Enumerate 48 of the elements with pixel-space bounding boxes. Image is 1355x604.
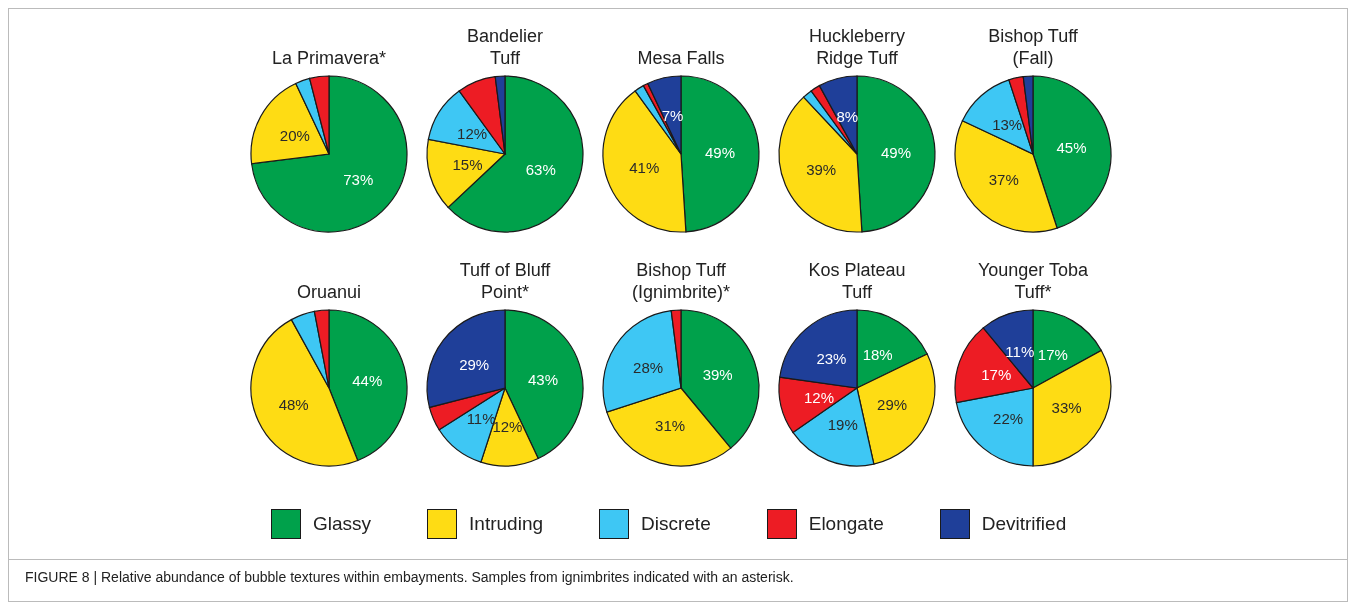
data-label: 41% xyxy=(629,158,660,176)
chart-title: La Primavera* xyxy=(271,47,387,69)
data-label: 29% xyxy=(877,396,908,414)
legend-label: Elongate xyxy=(808,513,884,535)
data-label: 15% xyxy=(452,156,483,174)
data-label: 39% xyxy=(806,160,837,178)
data-label: 28% xyxy=(633,358,664,376)
data-label: 11% xyxy=(1005,342,1035,360)
chart-title: Kos Plateau Tuff xyxy=(808,259,906,303)
chart-title: Huckleberry Ridge Tuff xyxy=(808,25,906,69)
data-label: 48% xyxy=(278,396,309,414)
data-label: 44% xyxy=(352,372,383,390)
chart-title: Bandelier Tuff xyxy=(466,25,544,69)
data-label: 13% xyxy=(992,116,1023,134)
data-label: 8% xyxy=(836,107,859,125)
caption: FIGURE 8 | Relative abundance of bubble textures within embayments. Samples from ignimbrites indicated with an asterisk. xyxy=(25,569,794,585)
data-label: 37% xyxy=(988,171,1019,189)
data-label: 31% xyxy=(655,416,686,434)
data-label: 49% xyxy=(704,144,735,162)
chart-title: Bishop Tuff (Fall) xyxy=(988,25,1078,69)
data-label: 7% xyxy=(661,107,684,125)
chart-title: Bishop Tuff (Ignimbrite)* xyxy=(631,259,731,303)
chart-title: Younger Toba Tuff* xyxy=(977,259,1089,303)
data-label: 49% xyxy=(880,144,911,162)
chart-title: Mesa Falls xyxy=(637,47,725,69)
data-label: 45% xyxy=(1056,139,1087,157)
chart-title: Tuff of Bluff Point* xyxy=(459,259,551,303)
legend-label: Glassy xyxy=(313,513,372,535)
data-label: 20% xyxy=(279,126,310,144)
data-label: 43% xyxy=(528,370,559,388)
data-label: 29% xyxy=(459,355,490,373)
data-label: 33% xyxy=(1051,399,1082,417)
data-label: 12% xyxy=(457,124,488,142)
legend-label: Intruding xyxy=(469,513,544,535)
data-label: 23% xyxy=(816,350,847,368)
legend-label: Discrete xyxy=(641,513,711,535)
data-label: 39% xyxy=(702,366,733,384)
legend-label: Devitrified xyxy=(981,513,1067,535)
data-label: 19% xyxy=(827,415,858,433)
data-label: 18% xyxy=(862,346,893,364)
data-label: 12% xyxy=(804,388,835,406)
data-label: 17% xyxy=(981,366,1012,384)
chart-title: Oruanui xyxy=(296,281,362,303)
data-label: 17% xyxy=(1037,345,1068,363)
pie-slice xyxy=(251,75,408,233)
data-label: 73% xyxy=(343,171,374,189)
data-label: 63% xyxy=(525,160,556,178)
data-label: 22% xyxy=(993,409,1024,427)
